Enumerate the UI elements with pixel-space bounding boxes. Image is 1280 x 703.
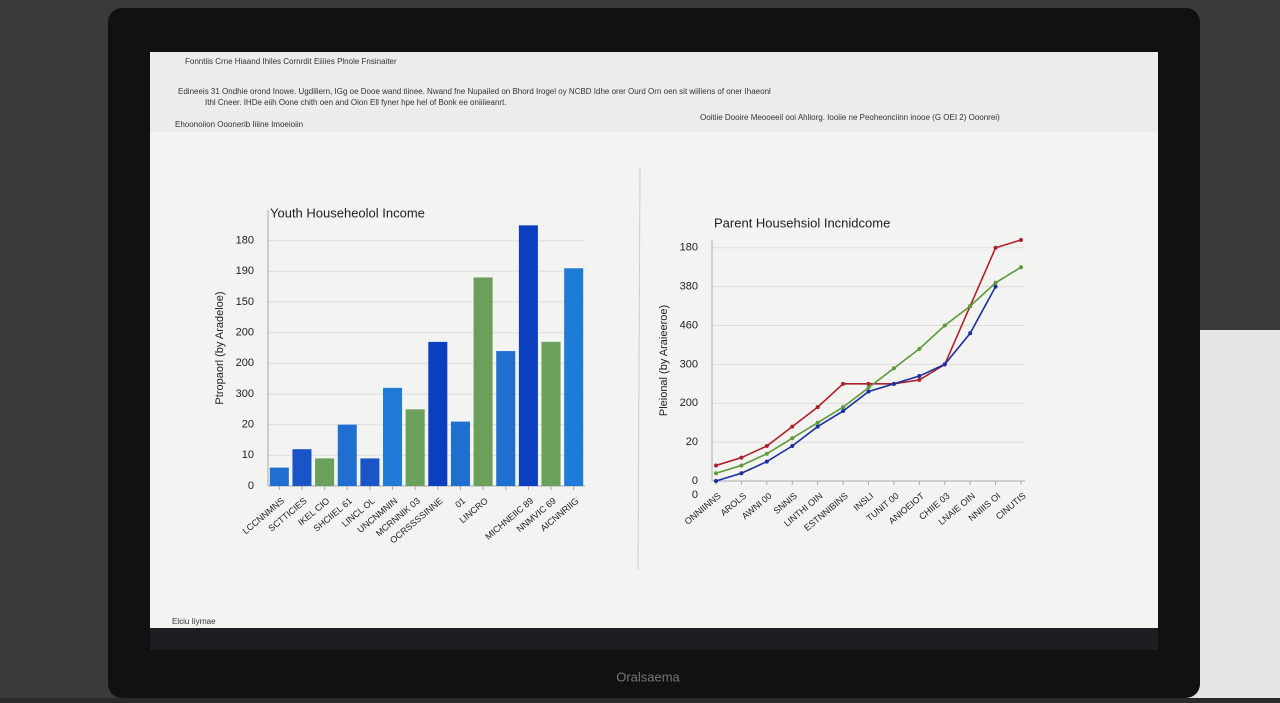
bar — [541, 341, 561, 486]
point — [714, 471, 718, 476]
point — [764, 459, 769, 464]
toolbar-text: Edineeis 31 Ondhie orond Inowe. Ugdilier… — [178, 87, 771, 96]
point — [841, 409, 846, 414]
y-tick-label: 0 — [248, 480, 254, 492]
point — [714, 463, 718, 468]
y-tick-label: 180 — [680, 242, 698, 254]
point — [815, 405, 820, 410]
point — [993, 280, 998, 285]
y-tick-label: 300 — [680, 358, 698, 370]
point — [866, 385, 871, 390]
point — [739, 463, 744, 468]
y-tick-label: 0 — [692, 475, 698, 487]
point — [841, 381, 846, 386]
y-tick-label: 460 — [680, 319, 698, 331]
point — [739, 471, 744, 476]
bar — [428, 341, 448, 486]
point — [815, 420, 820, 425]
point — [739, 455, 744, 460]
point — [790, 436, 795, 441]
point — [993, 284, 998, 289]
y-tick-label: 190 — [236, 265, 254, 277]
point — [968, 331, 973, 336]
status: Elciu Iiyrnae — [172, 617, 216, 626]
brand: Oralsaema — [616, 669, 680, 684]
bar — [518, 225, 538, 487]
point — [764, 451, 769, 456]
chart-title: Youth Househeolol Income — [270, 205, 425, 220]
y-axis-label: Ptropaorl (by Aradeloe) — [214, 291, 226, 404]
annotation: 0 — [692, 489, 698, 501]
point — [917, 346, 922, 351]
breadcrumb: Ehoonoiion Ooonerib Iiiine Imoeioiin — [175, 120, 303, 129]
y-tick-label: 10 — [242, 449, 254, 461]
point — [891, 381, 896, 386]
bar — [292, 449, 312, 486]
point — [891, 366, 896, 371]
point — [714, 479, 718, 483]
point — [968, 304, 973, 309]
bar — [473, 277, 493, 486]
bar — [496, 351, 516, 486]
toolbar — [150, 52, 1158, 132]
chart-title: Parent Househsiol Incnidcome — [714, 215, 890, 230]
bar — [450, 421, 470, 486]
taskbar — [150, 628, 1158, 650]
point — [866, 381, 871, 386]
bar — [269, 467, 289, 486]
point — [815, 424, 820, 429]
y-tick-label: 200 — [236, 327, 254, 339]
bar — [383, 387, 403, 486]
y-tick-label: 380 — [680, 281, 698, 293]
bar — [564, 268, 584, 486]
y-tick-label: 180 — [236, 235, 254, 247]
point — [764, 444, 769, 449]
tab: Ooitiie Dooire Meooeeil ooi Ahliorg. Ioo… — [700, 113, 1000, 122]
bar — [315, 458, 335, 486]
bar — [405, 409, 425, 486]
point — [917, 374, 922, 379]
y-tick-label: 300 — [236, 388, 254, 400]
bar — [360, 458, 380, 486]
divider — [637, 167, 641, 571]
y-tick-label: 200 — [680, 397, 698, 409]
y-tick-label: 20 — [242, 419, 254, 431]
y-axis-label: Pleional (by Araieeroe) — [658, 305, 670, 416]
point — [841, 405, 846, 410]
line — [715, 286, 997, 482]
point — [993, 245, 998, 250]
screen — [150, 52, 1158, 642]
y-tick-label: 150 — [236, 296, 254, 308]
point — [790, 444, 795, 449]
point — [942, 323, 947, 328]
y-tick-label: 20 — [686, 436, 698, 448]
point — [790, 424, 795, 429]
x-tick-label: 01 — [453, 496, 467, 510]
toolbar-text: Ithl Cneer. IHDe eiih Oone chith oen and… — [205, 98, 507, 107]
point — [942, 362, 947, 367]
point — [866, 389, 871, 394]
point — [1019, 265, 1023, 270]
y-tick-label: 200 — [236, 357, 254, 369]
menu: Fonntiis Crne Hiaand Ihiles Cornrdit Eii… — [185, 57, 397, 66]
bar — [337, 424, 357, 486]
point — [1019, 238, 1023, 242]
point — [917, 377, 922, 382]
